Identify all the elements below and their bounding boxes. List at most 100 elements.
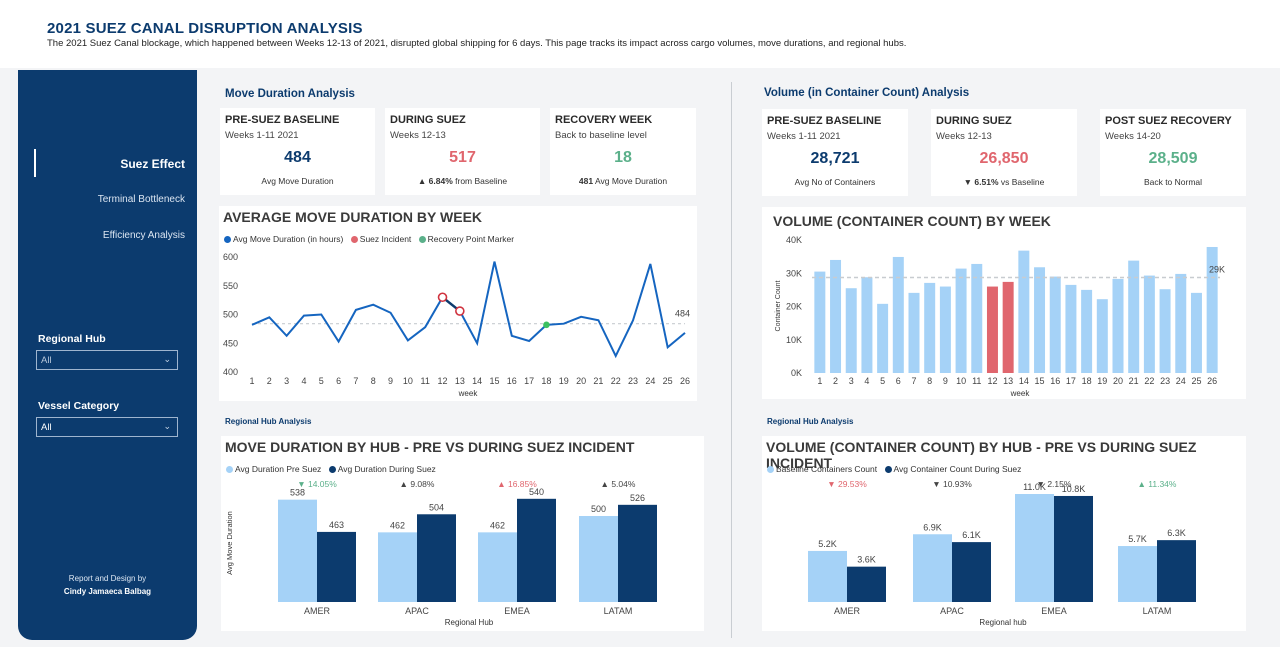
x-tick-label: 26 xyxy=(680,376,690,386)
x-tick-label: 2 xyxy=(267,376,272,386)
credit-author: Cindy Jamaeca Balbag xyxy=(63,587,152,596)
bar xyxy=(908,292,920,373)
regional-hub-dropdown[interactable]: All ⌄ xyxy=(36,350,178,370)
bar xyxy=(924,282,936,373)
recovery-point-marker xyxy=(543,321,550,329)
x-tick-label: 2 xyxy=(833,376,838,386)
data-label: 5.7K xyxy=(1128,534,1147,544)
bar xyxy=(847,566,886,602)
data-label: 3.6K xyxy=(857,555,876,565)
hub-bar-chart-svg: 5.2K 3.6K AMER ▼ 29.53% 6.9K 6.1K APAC ▼ 10.93%… xyxy=(808,479,1196,627)
x-tick-label: LATAM xyxy=(604,606,633,616)
kpi-subtitle: Weeks 1-11 2021 xyxy=(767,131,841,142)
x-tick-label: 3 xyxy=(849,376,854,386)
x-tick-label: EMEA xyxy=(1041,606,1067,616)
x-tick-label: 18 xyxy=(1082,376,1092,386)
move-duration-by-hub-chart: MOVE DURATION BY HUB - PRE VS DURING SUE… xyxy=(221,436,704,631)
bar xyxy=(1065,284,1077,373)
x-tick-label: 13 xyxy=(455,376,465,386)
x-tick-label: APAC xyxy=(405,606,429,616)
x-tick-label: 9 xyxy=(943,376,948,386)
x-tick-label: 20 xyxy=(1113,376,1123,386)
change-label: ▼ 29.53% xyxy=(827,479,867,489)
data-label: 540 xyxy=(529,487,544,497)
bar xyxy=(1190,292,1202,373)
kpi-subtitle: Weeks 1-11 2021 xyxy=(225,130,299,141)
x-tick-label: 11 xyxy=(972,376,981,386)
nav-item-suez-effect[interactable]: Suez Effect xyxy=(120,157,185,171)
y-tick-label: 450 xyxy=(223,338,238,348)
data-label: 10.8K xyxy=(1062,484,1086,494)
kpi-title: PRE-SUEZ BASELINE xyxy=(767,115,882,127)
bar xyxy=(877,303,889,373)
legend-label: Recovery Point Marker xyxy=(427,234,515,244)
bar xyxy=(1112,278,1124,373)
x-tick-label: 14 xyxy=(472,376,482,386)
bar xyxy=(971,263,983,373)
legend-label: Avg Duration During Suez xyxy=(337,464,436,474)
x-tick-label: 18 xyxy=(541,376,551,386)
data-label: 500 xyxy=(591,504,606,514)
regional-hub-label-right: Regional Hub Analysis xyxy=(767,417,854,426)
x-axis-title: week xyxy=(1010,389,1031,398)
nav-item-terminal-bottleneck[interactable]: Terminal Bottleneck xyxy=(97,194,185,205)
legend-label: Avg Container Count During Suez xyxy=(893,464,1022,474)
x-tick-label: 19 xyxy=(1097,376,1107,386)
nav-item-efficiency-analysis[interactable]: Efficiency Analysis xyxy=(102,230,185,241)
y-tick-label: 0K xyxy=(791,368,802,378)
x-tick-label: 22 xyxy=(611,376,621,386)
x-axis-title: Regional hub xyxy=(979,618,1027,627)
x-tick-label: 9 xyxy=(388,376,393,386)
vessel-category-dropdown[interactable]: All ⌄ xyxy=(36,417,178,437)
x-tick-label: 20 xyxy=(576,376,586,386)
legend-label: Baseline Containers Count xyxy=(776,464,878,474)
x-tick-label: 14 xyxy=(1019,376,1029,386)
y-axis-title: Avg Move Duration xyxy=(225,511,234,575)
kpi-foot-text: vs Baseline xyxy=(998,177,1045,187)
change-label: ▼ 14.05% xyxy=(297,479,337,489)
kpi-change: ▼ 6.51% xyxy=(963,177,999,187)
bar xyxy=(478,532,517,602)
chart-legend: Baseline Containers Count Avg Container … xyxy=(762,464,1021,474)
x-tick-label: 1 xyxy=(817,376,822,386)
x-tick-label: 17 xyxy=(1066,376,1076,386)
x-axis-title: week xyxy=(458,389,479,398)
suez-incident-marker xyxy=(455,306,465,316)
kpi-card-during-suez: DURING SUEZ Weeks 12-13 517 ▲ 6.84% from… xyxy=(385,108,540,195)
kpi-subtitle: Weeks 12-13 xyxy=(936,131,992,142)
volume-by-week-chart: VOLUME (CONTAINER COUNT) BY WEEK 0K 10K 20… xyxy=(762,207,1246,399)
y-tick-label: 550 xyxy=(223,281,238,291)
regional-hub-label-left: Regional Hub Analysis xyxy=(225,417,312,426)
bar xyxy=(845,288,857,373)
x-tick-label: 25 xyxy=(1191,376,1201,386)
change-label: ▲ 16.85% xyxy=(497,479,537,489)
kpi-footnote: ▼ 6.51% vs Baseline xyxy=(931,177,1077,187)
credit-line: Report and Design by xyxy=(68,574,147,583)
bar xyxy=(892,256,904,373)
x-tick-label: 8 xyxy=(927,376,932,386)
chart-legend: Avg Duration Pre Suez Avg Duration Durin… xyxy=(221,464,436,474)
x-tick-label: 24 xyxy=(1176,376,1186,386)
kpi-value: 484 xyxy=(284,149,311,166)
regional-hub-filter-label: Regional Hub xyxy=(38,333,106,345)
kpi-subtitle: Back to baseline level xyxy=(555,130,647,141)
y-tick-label: 600 xyxy=(223,252,238,262)
vessel-category-filter-label: Vessel Category xyxy=(38,400,120,412)
x-tick-label: 19 xyxy=(559,376,569,386)
kpi-card-recovery-week: RECOVERY WEEK Back to baseline level 18 … xyxy=(550,108,696,195)
x-tick-label: 4 xyxy=(864,376,869,386)
series-line xyxy=(251,261,686,359)
chart-title: VOLUME (CONTAINER COUNT) BY WEEK xyxy=(773,213,1051,229)
x-tick-label: 26 xyxy=(1207,376,1217,386)
x-tick-label: 15 xyxy=(1035,376,1045,386)
bar xyxy=(1175,273,1187,373)
x-tick-label: AMER xyxy=(834,606,861,616)
chart-title: MOVE DURATION BY HUB - PRE VS DURING SUE… xyxy=(225,439,635,455)
data-label: 462 xyxy=(490,520,505,530)
bar xyxy=(1015,494,1054,602)
kpi-footnote: Back to Normal xyxy=(1143,177,1203,187)
x-tick-label: 21 xyxy=(593,376,603,386)
kpi-title: PRE-SUEZ BASELINE xyxy=(225,114,340,126)
bar xyxy=(1206,246,1218,373)
kpi-number: 481 xyxy=(578,176,594,186)
